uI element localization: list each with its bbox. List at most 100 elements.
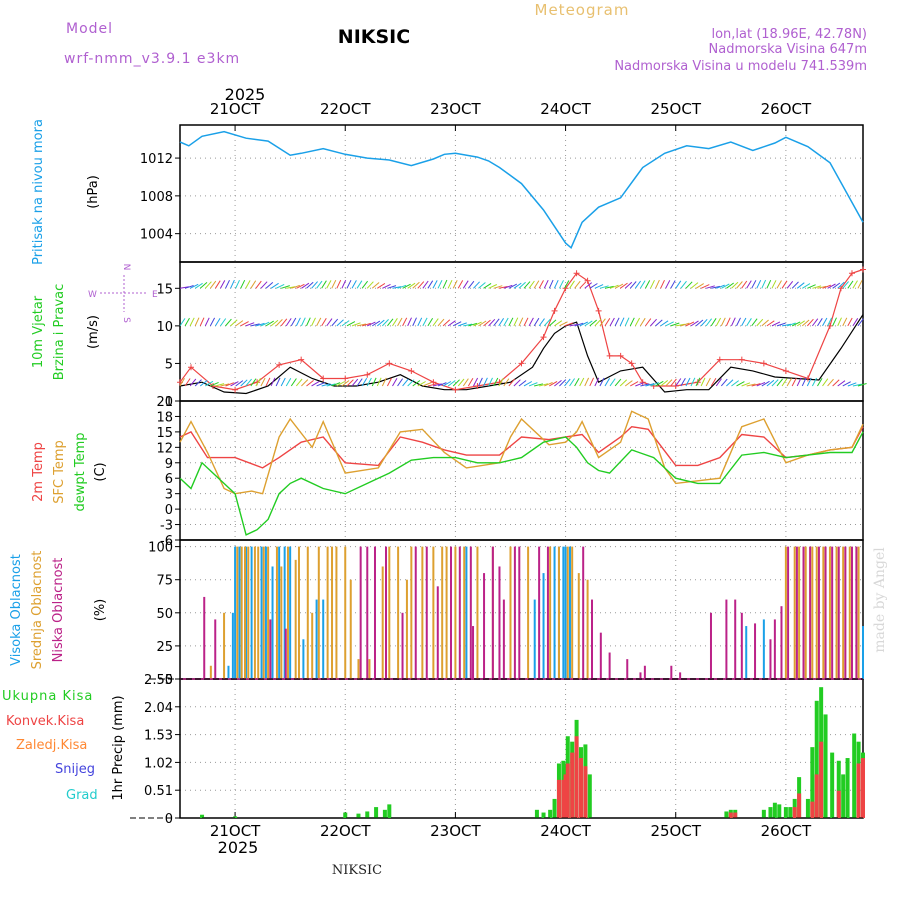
- cloud-low-bar: [599, 632, 602, 679]
- wind-arrow: [796, 320, 805, 327]
- cloud-mid-bar: [441, 546, 444, 679]
- precip-total-bar: [541, 812, 546, 818]
- wind-arrow: [311, 281, 318, 289]
- wind-arrow: [361, 280, 368, 289]
- wind-gust-marker: [606, 352, 613, 359]
- wind-arrow: [554, 320, 563, 327]
- wind-arrow: [776, 378, 783, 387]
- wind-arrow: [842, 281, 849, 289]
- ytick-label-3-2: 50: [156, 607, 173, 622]
- wind-arrow: [204, 281, 212, 289]
- wind-arrow: [472, 377, 479, 387]
- ytick-label-2-2: 0: [165, 503, 173, 518]
- wind-arrow: [812, 285, 822, 289]
- wind-arrow: [781, 280, 788, 289]
- wind-arrow: [240, 321, 249, 327]
- wind-gust-marker: [474, 382, 481, 389]
- wind-arrow: [295, 378, 303, 387]
- wind-arrow: [584, 282, 593, 289]
- wind-arrow: [336, 381, 345, 387]
- wind-arrow: [462, 378, 469, 387]
- precip-total-bar: [836, 760, 841, 818]
- precip-total-bar: [343, 812, 348, 818]
- cloud-low-bar: [414, 546, 417, 679]
- cloud-low-bar: [844, 546, 847, 679]
- ytick-label-2-9: 21: [156, 395, 173, 410]
- precip-total-bar: [382, 809, 387, 818]
- precip-total-bar: [534, 809, 539, 818]
- wind-arrow: [528, 280, 535, 289]
- wind-arrow: [205, 380, 214, 387]
- wind-arrow: [589, 283, 598, 289]
- wind-arrow: [731, 281, 739, 289]
- cloud-mid-bar: [822, 546, 825, 679]
- precip-total-bar: [772, 802, 777, 818]
- wind-arrow: [604, 318, 611, 327]
- wind-arrow: [660, 380, 669, 387]
- panel-frame-4: [179, 678, 864, 819]
- wind-arrow: [705, 318, 712, 327]
- cloud-high-bar: [245, 546, 248, 679]
- wind-arrow: [291, 284, 300, 289]
- wind-arrow: [331, 382, 341, 387]
- wind-arrow: [553, 279, 559, 289]
- wind-arrow: [245, 280, 251, 289]
- wind-arrow: [726, 282, 734, 289]
- wind-arrow: [483, 377, 488, 387]
- wind-arrow: [503, 317, 509, 327]
- wind-arrow: [392, 377, 398, 387]
- wind-arrow: [417, 381, 426, 387]
- wind-arrow: [225, 382, 235, 387]
- temp-ylabel-sub2: dewpt Temp: [73, 432, 88, 511]
- wind-arrow: [716, 284, 725, 289]
- wind-arrow: [802, 283, 811, 289]
- cloud-low-bar: [458, 546, 461, 679]
- cloud-high-bar: [302, 639, 305, 679]
- wind-arrow: [645, 383, 655, 387]
- precip-total-bar: [552, 798, 557, 818]
- wind-gust-marker: [716, 356, 723, 363]
- wind-arrow: [761, 380, 770, 387]
- wind-arrow: [230, 279, 235, 289]
- precip-conv-bar: [561, 779, 566, 818]
- wind-arrow: [275, 283, 285, 289]
- wind-arrow: [533, 280, 540, 289]
- cloud-high-bar: [762, 619, 765, 679]
- cloud-low-bar: [837, 546, 840, 679]
- wind-arrow: [751, 280, 757, 289]
- ytick-label-2-8: 18: [156, 410, 173, 425]
- wind-arrow: [270, 319, 279, 327]
- wind-arrow: [270, 377, 276, 387]
- pressure-line: [179, 130, 864, 250]
- wind-arrow: [518, 317, 524, 327]
- precip-conv-bar: [556, 779, 561, 818]
- ytick-label-3-0: 0: [165, 673, 173, 688]
- wind-arrow: [189, 283, 199, 289]
- temp-2m-line: [179, 425, 864, 469]
- wind-arrow: [837, 380, 846, 387]
- wind-arrow: [695, 283, 704, 289]
- wind-arrow: [351, 378, 359, 387]
- xtick-top-2: 23OCT: [430, 100, 481, 118]
- wind-arrow: [705, 377, 711, 387]
- wind-arrow: [442, 319, 451, 327]
- cloud-low-bar: [679, 672, 682, 679]
- wind-arrow: [548, 279, 554, 289]
- precip-conv-bar: [728, 812, 733, 818]
- wind-arrow: [316, 317, 322, 327]
- wind-arrow: [402, 317, 408, 327]
- wind-arrow: [741, 317, 747, 327]
- cloud-mid-bar: [811, 546, 814, 679]
- wind-arrow: [437, 279, 443, 289]
- wind-arrow: [235, 380, 244, 387]
- wind-arrow: [543, 279, 549, 289]
- wind-arrow: [204, 317, 210, 327]
- wind-arrow: [832, 379, 840, 387]
- wind-arrow: [260, 377, 266, 387]
- wind-arrow: [488, 318, 496, 327]
- wind-arrow: [209, 280, 217, 289]
- wind-arrow: [564, 378, 571, 387]
- ytick-label-3-4: 100: [148, 541, 173, 556]
- wind-arrow: [574, 377, 580, 387]
- wind-arrow: [746, 318, 752, 327]
